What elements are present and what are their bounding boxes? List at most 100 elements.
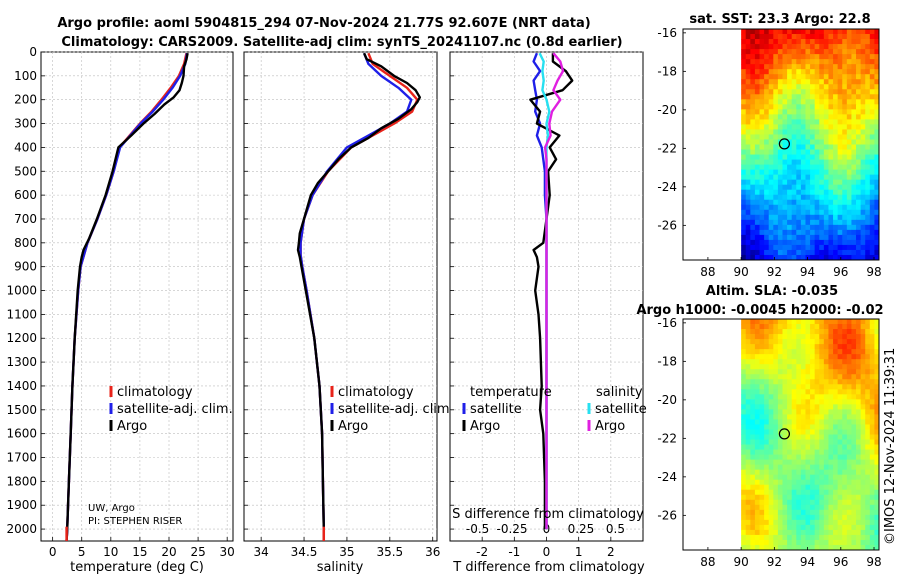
map-cell	[787, 514, 793, 521]
map-cell	[810, 514, 816, 521]
map-cell	[764, 509, 770, 516]
map-cell	[814, 514, 820, 521]
map-cell	[741, 34, 747, 40]
map-cell	[782, 59, 788, 65]
map-cell	[851, 119, 857, 125]
map-cell	[819, 444, 825, 450]
map-cell	[787, 494, 793, 501]
map-cell	[773, 514, 779, 521]
map-cell	[810, 409, 816, 415]
map-cell	[874, 524, 880, 531]
map-cell	[741, 329, 747, 335]
map-cell	[764, 79, 770, 85]
map-cell	[837, 99, 843, 105]
map-cell	[842, 479, 848, 486]
map-cell	[851, 44, 857, 50]
map-cell	[745, 344, 751, 350]
map-cell	[768, 59, 774, 65]
map-x-tick-label: 98	[866, 555, 881, 569]
map-cell	[787, 189, 793, 196]
map-y-tick-label: -26	[657, 218, 677, 232]
map-cell	[754, 59, 760, 65]
map-cell	[819, 529, 825, 536]
map-cell	[851, 439, 857, 445]
map-cell	[860, 444, 866, 450]
map-cell	[869, 89, 875, 95]
map-cell	[759, 169, 765, 176]
map-cell	[787, 64, 793, 70]
map-cell	[856, 209, 862, 216]
map-cell	[846, 144, 852, 150]
map-cell	[869, 104, 875, 110]
map-cell	[814, 394, 820, 400]
map-cell	[814, 104, 820, 110]
map-cell	[805, 139, 811, 145]
map-cell	[828, 44, 834, 50]
map-cell	[741, 499, 747, 506]
map-cell	[773, 494, 779, 501]
map-cell	[856, 94, 862, 100]
map-cell	[796, 254, 802, 261]
map-cell	[837, 454, 843, 461]
map-cell	[791, 494, 797, 501]
map-cell	[800, 429, 806, 435]
map-cell	[800, 514, 806, 521]
map-cell	[791, 224, 797, 231]
map-cell	[851, 494, 857, 501]
map-cell	[773, 419, 779, 425]
map-cell	[810, 84, 816, 90]
map-cell	[842, 144, 848, 150]
map-cell	[773, 519, 779, 526]
map-cell	[814, 199, 820, 206]
map-cell	[791, 164, 797, 171]
map-cell	[805, 389, 811, 395]
map-cell	[800, 64, 806, 70]
map-cell	[837, 534, 843, 541]
map-cell	[842, 444, 848, 450]
map-cell	[837, 239, 843, 246]
map-cell	[787, 339, 793, 345]
map-cell	[796, 84, 802, 90]
map-cell	[745, 414, 751, 420]
map-cell	[819, 339, 825, 345]
map-cell	[791, 229, 797, 236]
map-cell	[768, 219, 774, 226]
map-cell	[828, 519, 834, 526]
map-cell	[777, 324, 783, 330]
map-cell	[791, 29, 797, 35]
map-cell	[750, 529, 756, 536]
map-cell	[745, 49, 751, 55]
map-cell	[833, 539, 839, 546]
map-cell	[823, 339, 829, 345]
map-cell	[759, 199, 765, 206]
map-cell	[819, 409, 825, 415]
map-cell	[773, 89, 779, 95]
map-cell	[851, 454, 857, 461]
map-cell	[851, 529, 857, 536]
map-cell	[750, 474, 756, 481]
map-cell	[800, 254, 806, 261]
map-cell	[800, 529, 806, 536]
map-cell	[819, 79, 825, 85]
map-cell	[759, 434, 765, 440]
map-cell	[741, 479, 747, 486]
map-cell	[856, 134, 862, 140]
map-cell	[777, 369, 783, 375]
map-cell	[846, 179, 852, 186]
map-cell	[750, 364, 756, 370]
map-cell	[773, 149, 779, 155]
y-tick-label: 1100	[6, 307, 37, 321]
map-cell	[800, 159, 806, 165]
map-cell	[759, 129, 765, 135]
map-cell	[768, 164, 774, 171]
map-cell	[768, 199, 774, 206]
map-cell	[874, 374, 880, 380]
map-cell	[833, 529, 839, 536]
map-cell	[833, 114, 839, 120]
map-cell	[814, 154, 820, 160]
map-cell	[791, 169, 797, 176]
map-cell	[764, 134, 770, 140]
map-cell	[837, 254, 843, 261]
map-cell	[814, 249, 820, 256]
map-cell	[754, 434, 760, 440]
